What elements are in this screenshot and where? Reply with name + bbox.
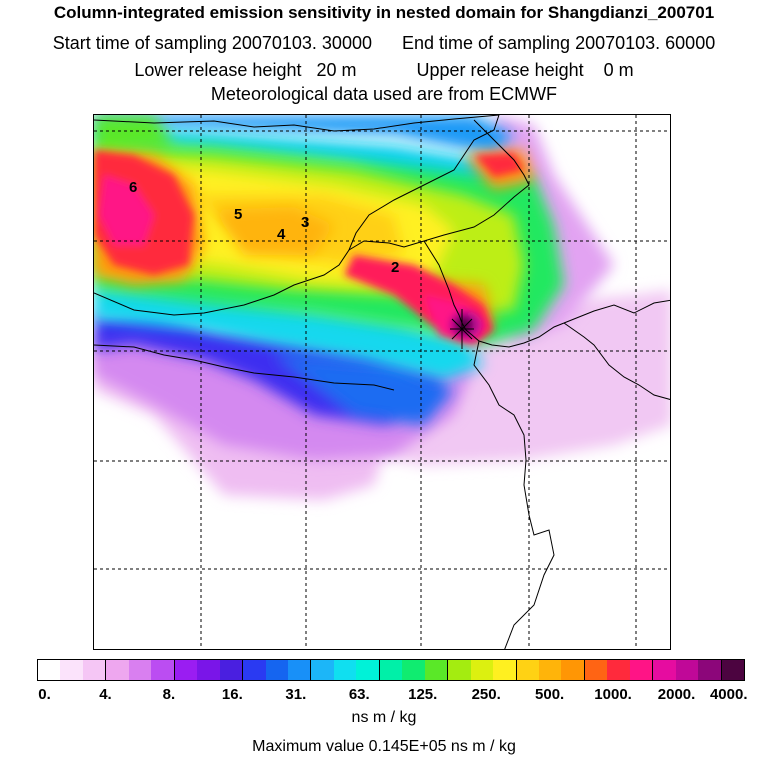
color-scale-swatch bbox=[378, 660, 403, 680]
color-scale-swatch bbox=[675, 660, 699, 680]
borders-coastlines bbox=[94, 115, 670, 649]
color-scale-swatch bbox=[242, 660, 266, 680]
map-canvas: 6 5 4 3 2 bbox=[94, 115, 670, 649]
sampling-end: End time of sampling 20070103. 60000 bbox=[401, 33, 716, 53]
color-scale-swatch bbox=[698, 660, 721, 680]
station-star-icon[interactable] bbox=[450, 309, 474, 349]
met-data-note: Meteorological data used are from ECMWF bbox=[210, 84, 558, 104]
day-label-2: 2 bbox=[391, 259, 399, 276]
color-scale-swatch bbox=[493, 660, 516, 680]
color-scale-tick-label: 8. bbox=[162, 686, 176, 703]
color-scale-swatch bbox=[287, 660, 311, 680]
color-scale-swatch bbox=[561, 660, 584, 680]
color-scale-tick-label: 500. bbox=[535, 686, 565, 703]
color-scale-swatch bbox=[219, 660, 243, 680]
day-label-6: 6 bbox=[129, 179, 137, 196]
color-scale-swatch bbox=[105, 660, 129, 680]
release-upper: Upper release height 0 m bbox=[416, 60, 634, 80]
color-scale-tick-label: 2000. bbox=[657, 686, 696, 703]
sampling-start: Start time of sampling 20070103. 30000 bbox=[52, 33, 372, 53]
color-scale-swatch bbox=[538, 660, 562, 680]
day-label-5: 5 bbox=[234, 206, 242, 223]
day-label-4: 4 bbox=[277, 226, 286, 243]
sampling-times: Start time of sampling 20070103. 30000 E… bbox=[0, 33, 768, 54]
color-scale-swatch bbox=[402, 660, 425, 680]
color-scale-swatch bbox=[151, 660, 174, 680]
color-scale-swatch bbox=[424, 660, 448, 680]
color-scale-swatch bbox=[60, 660, 83, 680]
color-scale-tick-label: 16. bbox=[221, 686, 243, 703]
color-scale-swatch bbox=[265, 660, 288, 680]
graticule bbox=[94, 115, 670, 649]
color-scale-tick-label: 31. bbox=[285, 686, 307, 703]
release-heights: Lower release height 20 m Upper release … bbox=[0, 60, 768, 81]
color-scale-swatch bbox=[128, 660, 152, 680]
color-scale-swatch bbox=[720, 660, 745, 680]
color-scale-swatch bbox=[38, 660, 61, 680]
release-lower: Lower release height 20 m bbox=[134, 60, 357, 80]
color-scale-swatch bbox=[447, 660, 471, 680]
color-scale-swatch bbox=[652, 660, 676, 680]
color-scale-tick-label: 0. bbox=[38, 686, 51, 703]
unit-label: ns m / kg bbox=[351, 709, 417, 726]
color-scale-swatch bbox=[607, 660, 630, 680]
color-scale-swatch bbox=[197, 660, 220, 680]
day-labels: 6 5 4 3 2 bbox=[129, 179, 399, 276]
color-scale-tick-label: 4. bbox=[99, 686, 112, 703]
color-scale-tick-label: 125. bbox=[408, 686, 438, 703]
color-scale-swatch bbox=[515, 660, 539, 680]
color-scale-tick-label: 4000. bbox=[709, 686, 748, 703]
color-scale-bar bbox=[37, 659, 745, 681]
color-scale-tick-label: 63. bbox=[348, 686, 370, 703]
color-scale-swatch bbox=[583, 660, 608, 680]
color-scale-swatch bbox=[629, 660, 653, 680]
color-scale-swatch bbox=[82, 660, 106, 680]
color-scale-ticks: 0. 4. 8. 16. 31. 63. 125. 250. 500. 1000. 2000. 400… bbox=[0, 686, 768, 706]
max-value-label: Maximum value 0.145E+05 ns m / kg bbox=[252, 738, 516, 755]
color-scale-tick-label: 1000. bbox=[594, 686, 632, 703]
plot-title: Column-integrated emission sensitivity i… bbox=[53, 3, 715, 22]
color-scale-swatch bbox=[310, 660, 334, 680]
color-scale-tick-label: 250. bbox=[471, 686, 501, 703]
plume-red-core bbox=[94, 150, 524, 345]
color-scale-swatch bbox=[173, 660, 198, 680]
color-scale-swatch bbox=[356, 660, 379, 680]
sensitivity-map[interactable]: 6 5 4 3 2 bbox=[93, 114, 671, 650]
color-scale-swatch bbox=[333, 660, 357, 680]
day-label-3: 3 bbox=[301, 214, 309, 231]
plume-blue bbox=[94, 115, 514, 425]
color-scale-swatch bbox=[470, 660, 494, 680]
